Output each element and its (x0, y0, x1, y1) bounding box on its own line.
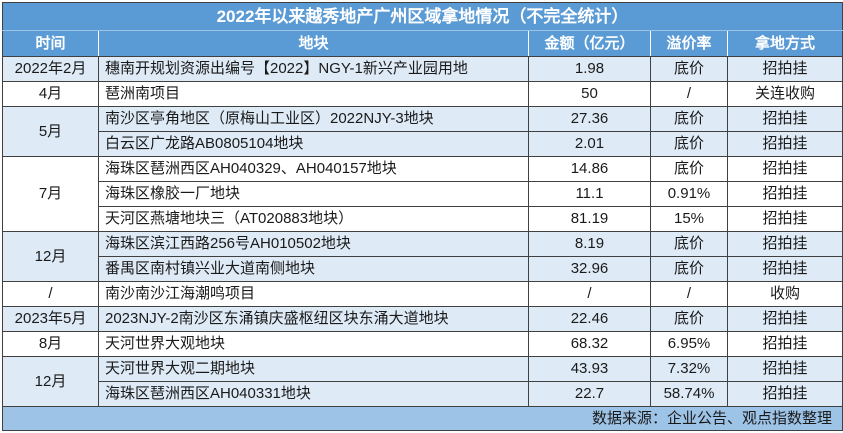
col-header-amount: 金额（亿元） (528, 30, 651, 57)
table-row: 2022年2月 穗南开规划资源出编号【2022】NGY-1新兴产业园用地 1.9… (2, 56, 843, 82)
table-title-row: 2022年以来越秀地产广州区域拿地情况（不完全统计） (1, 2, 843, 31)
cell-method: 招拍挂 (726, 381, 843, 407)
cell-amount: 43.93 (528, 356, 651, 382)
cell-premium: 58.74% (650, 381, 728, 407)
col-header-method: 拿地方式 (726, 30, 843, 57)
cell-method: 招拍挂 (726, 156, 843, 182)
cell-amount: 32.96 (528, 256, 651, 282)
cell-plot: 天河世界大观二期地块 (98, 356, 529, 382)
cell-plot: 海珠区滨江西路256号AH010502地块 (98, 231, 529, 257)
cell-method: 收购 (726, 281, 843, 307)
cell-amount: 22.46 (528, 306, 651, 332)
cell-method: 招拍挂 (726, 181, 843, 207)
cell-premium: 底价 (650, 56, 728, 82)
cell-plot: 穗南开规划资源出编号【2022】NGY-1新兴产业园用地 (98, 56, 529, 82)
cell-method: 关连收购 (726, 81, 843, 107)
cell-amount: 22.7 (528, 381, 651, 407)
table-row: 12月 天河世界大观二期地块 43.93 7.32% 招拍挂 (2, 356, 843, 407)
cell-plot: 南沙区亭角地区（原梅山工业区）2022NJY-3地块 (98, 106, 529, 132)
cell-premium: 底价 (650, 156, 728, 182)
cell-premium: / (650, 281, 728, 307)
col-header-premium: 溢价率 (650, 30, 728, 57)
table-row: 7月 海珠区琶洲西区AH040329、AH040157地块 14.86 底价 招… (2, 156, 843, 232)
cell-premium: 15% (650, 206, 728, 232)
cell-plot: 天河世界大观地块 (98, 331, 529, 357)
cell-amount: 14.86 (528, 156, 651, 182)
cell-premium: 底价 (650, 306, 728, 332)
table-row: 白云区广龙路AB0805104地块 2.01 底价 招拍挂 (3, 131, 843, 157)
cell-amount: 8.19 (528, 231, 651, 257)
cell-method: 招拍挂 (726, 331, 843, 357)
cell-plot: 海珠区琶洲西区AH040331地块 (98, 381, 529, 407)
cell-time: 4月 (2, 81, 99, 107)
table-row: 番禺区南村镇兴业大道南侧地块 32.96 底价 招拍挂 (3, 256, 843, 282)
table-row: 海珠区琶洲西区AH040331地块 22.7 58.74% 招拍挂 (3, 381, 843, 407)
table-row: 5月 南沙区亭角地区（原梅山工业区）2022NJY-3地块 27.36 底价 招… (2, 106, 843, 157)
cell-time: / (2, 281, 99, 307)
cell-plot: 海珠区琶洲西区AH040329、AH040157地块 (98, 156, 529, 182)
cell-method: 招拍挂 (726, 256, 843, 282)
data-source-note: 数据来源：企业公告、观点指数整理 (1, 406, 843, 431)
table-header-row: 时间 地块 金额（亿元） 溢价率 拿地方式 (2, 30, 843, 57)
cell-plot: 南沙南沙江海潮鸣项目 (98, 281, 529, 307)
cell-time: 2023年5月 (2, 306, 99, 332)
cell-premium: 底价 (650, 106, 728, 132)
cell-premium: 0.91% (650, 181, 728, 207)
cell-time: 2022年2月 (2, 56, 99, 82)
cell-premium: 底价 (650, 256, 728, 282)
col-header-plot: 地块 (98, 30, 529, 57)
cell-amount: / (528, 281, 651, 307)
table-row: 海珠区橡胶一厂地块 11.1 0.91% 招拍挂 (3, 181, 843, 207)
cell-plot: 天河区燕塘地块三（AT020883地块） (98, 206, 529, 232)
cell-plot: 白云区广龙路AB0805104地块 (98, 131, 529, 157)
table-row: 4月 琶洲南项目 50 / 关连收购 (2, 81, 843, 107)
cell-premium: 6.95% (650, 331, 728, 357)
cell-premium: 底价 (650, 231, 728, 257)
cell-amount: 50 (528, 81, 651, 107)
cell-time: 5月 (2, 106, 99, 157)
table-row: 12月 海珠区滨江西路256号AH010502地块 8.19 底价 招拍挂 (2, 231, 843, 282)
table-title: 2022年以来越秀地产广州区域拿地情况（不完全统计） (1, 2, 843, 31)
table-row: / 南沙南沙江海潮鸣项目 / / 收购 (2, 281, 843, 307)
cell-time: 12月 (2, 356, 99, 407)
cell-method: 招拍挂 (726, 356, 843, 382)
cell-time: 12月 (2, 231, 99, 282)
col-header-time: 时间 (2, 30, 99, 57)
cell-premium: / (650, 81, 728, 107)
cell-method: 招拍挂 (726, 106, 843, 132)
cell-premium: 底价 (650, 131, 728, 157)
cell-time: 8月 (2, 331, 99, 357)
cell-method: 招拍挂 (726, 231, 843, 257)
cell-method: 招拍挂 (726, 206, 843, 232)
cell-amount: 2.01 (528, 131, 651, 157)
cell-time: 7月 (2, 156, 99, 232)
cell-amount: 68.32 (528, 331, 651, 357)
cell-method: 招拍挂 (726, 56, 843, 82)
table-row: 8月 天河世界大观地块 68.32 6.95% 招拍挂 (2, 331, 843, 357)
cell-amount: 1.98 (528, 56, 651, 82)
cell-plot: 2023NJY-2南沙区东涌镇庆盛枢纽区块东涌大道地块 (98, 306, 529, 332)
cell-amount: 11.1 (528, 181, 651, 207)
cell-premium: 7.32% (650, 356, 728, 382)
cell-plot: 琶洲南项目 (98, 81, 529, 107)
cell-amount: 81.19 (528, 206, 651, 232)
cell-method: 招拍挂 (726, 131, 843, 157)
table-row: 天河区燕塘地块三（AT020883地块） 81.19 15% 招拍挂 (3, 206, 843, 232)
cell-plot: 海珠区橡胶一厂地块 (98, 181, 529, 207)
table-footer-row: 数据来源：企业公告、观点指数整理 (1, 406, 843, 431)
cell-plot: 番禺区南村镇兴业大道南侧地块 (98, 256, 529, 282)
cell-method: 招拍挂 (726, 306, 843, 332)
cell-amount: 27.36 (528, 106, 651, 132)
table-row: 2023年5月 2023NJY-2南沙区东涌镇庆盛枢纽区块东涌大道地块 22.4… (2, 306, 843, 332)
